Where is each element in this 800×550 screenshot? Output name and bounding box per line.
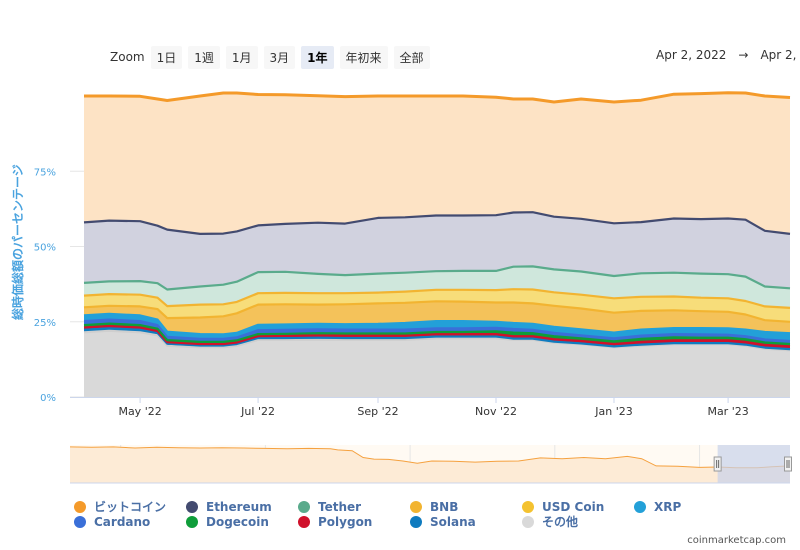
legend-label: その他: [542, 515, 579, 529]
legend-label: Cardano: [94, 514, 151, 529]
x-tick-label: May '22: [118, 405, 161, 418]
legend-swatch: [74, 500, 86, 513]
navigator-selection: [717, 445, 790, 483]
navigator-left-handle[interactable]: [713, 456, 722, 472]
series-line-3: [83, 322, 791, 346]
legend-swatch: [410, 500, 422, 513]
legend-item[interactable]: Cardano: [74, 514, 186, 529]
legend-swatch: [298, 500, 310, 513]
x-tick-label: Mar '23: [707, 405, 748, 418]
series-line-4: [83, 318, 791, 343]
watermark: coinmarketcap.com: [687, 535, 786, 546]
series-line-2: [83, 324, 791, 348]
legend-item[interactable]: XRP: [634, 499, 746, 514]
legend-item[interactable]: Solana: [410, 514, 522, 529]
legend-row: Cardano Dogecoin Polygon Solana その他: [74, 514, 774, 529]
legend-item[interactable]: その他: [522, 514, 634, 529]
zoom-1m-button[interactable]: 1月: [225, 45, 258, 69]
legend-label: Solana: [430, 514, 476, 529]
series-line-10: [84, 91, 791, 104]
area-10: [84, 92, 790, 234]
legend-item[interactable]: Tether: [298, 499, 410, 514]
legend-item[interactable]: BNB: [410, 499, 522, 514]
zoom-1w-button[interactable]: 1週: [188, 45, 220, 69]
zoom-3m-button[interactable]: 3月: [263, 45, 296, 69]
legend-item[interactable]: USD Coin: [522, 499, 634, 514]
legend-label: Polygon: [318, 514, 373, 529]
area-9: [84, 212, 790, 290]
legend-swatch: [74, 515, 86, 528]
x-tick-label: Jul '22: [240, 405, 275, 418]
legend-row: ビットコイン Ethereum Tether BNB USD Coin XRP: [74, 499, 774, 514]
series-line-6: [83, 300, 791, 323]
range-to-input[interactable]: Apr 2, 2023: [760, 48, 800, 62]
range-from-input[interactable]: Apr 2, 2022: [656, 48, 727, 62]
x-tick-label: Jan '23: [594, 405, 632, 418]
legend-swatch: [298, 515, 310, 528]
legend-item[interactable]: Polygon: [298, 514, 410, 529]
legend-label: USD Coin: [542, 499, 605, 514]
zoom-all-button[interactable]: 全部: [393, 45, 430, 69]
legend-item[interactable]: ビットコイン: [74, 499, 186, 514]
legend-label: XRP: [654, 499, 682, 514]
legend-label: Tether: [318, 499, 362, 514]
legend: ビットコイン Ethereum Tether BNB USD Coin XRP Cardan…: [74, 499, 774, 529]
legend-item[interactable]: Dogecoin: [186, 514, 298, 529]
legend-swatch: [186, 500, 198, 513]
legend-label: Dogecoin: [206, 514, 269, 529]
series-line-0: [83, 329, 791, 352]
date-range: Apr 2, 2022 → Apr 2, 2023: [656, 48, 800, 62]
area-6: [84, 301, 790, 335]
y-tick-label: 0%: [40, 393, 56, 404]
legend-swatch: [634, 500, 646, 513]
legend-item[interactable]: Ethereum: [186, 499, 298, 514]
legend-swatch: [522, 515, 534, 528]
x-tick-label: Nov '22: [475, 405, 517, 418]
y-tick-label: 50%: [34, 243, 56, 254]
zoom-1d-button[interactable]: 1日: [150, 45, 183, 69]
series-line-7: [83, 288, 791, 309]
legend-label: BNB: [430, 499, 459, 514]
zoom-1y-button[interactable]: 1年: [301, 45, 334, 69]
handle-grip: [713, 456, 722, 472]
navigator-right-handle[interactable]: [784, 456, 792, 472]
zoom-label: Zoom: [110, 50, 145, 64]
x-tick-label: Sep '22: [357, 405, 398, 418]
zoom-bar: Zoom 1日 1週 1月 3月 1年 年初来 全部: [110, 45, 436, 69]
area-7: [84, 289, 790, 322]
legend-label: Ethereum: [206, 499, 272, 514]
navigator-line: [69, 446, 791, 469]
y-tick-label: 75%: [34, 167, 56, 178]
handle-grip: [784, 456, 792, 472]
series-line-5: [83, 312, 791, 336]
legend-swatch: [522, 500, 534, 513]
series-line-1: [83, 327, 791, 351]
legend-label: ビットコイン: [94, 500, 167, 514]
legend-swatch: [410, 515, 422, 528]
series-line-8: [83, 265, 791, 291]
range-arrow: →: [738, 48, 749, 62]
navigator-area: [70, 446, 790, 483]
legend-swatch: [186, 515, 198, 528]
zoom-ytd-button[interactable]: 年初来: [339, 45, 388, 69]
series-line-9: [83, 211, 791, 235]
y-tick-label: 25%: [34, 318, 56, 329]
